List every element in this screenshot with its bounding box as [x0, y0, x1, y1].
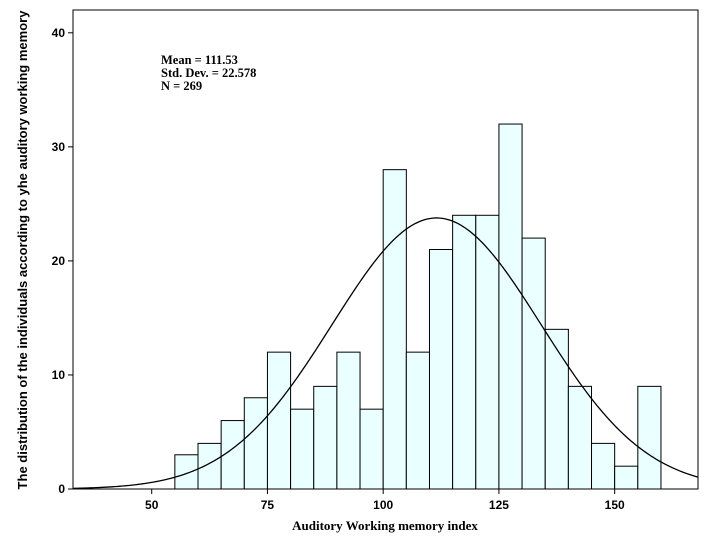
histogram-bar — [637, 385, 662, 490]
x-tick-label: 150 — [605, 498, 625, 512]
x-tick-label: 50 — [145, 498, 159, 512]
histogram-bar — [544, 328, 569, 490]
y-axis: 0 10 20 30 40 — [52, 26, 73, 496]
y-tick-label: 20 — [52, 254, 66, 268]
histogram-bar — [382, 169, 407, 490]
histogram-bar — [567, 385, 593, 490]
y-tick-label: 30 — [52, 140, 66, 154]
y-tick-label: 10 — [52, 368, 66, 382]
stat-mean: Mean = 111.53 — [161, 53, 238, 67]
histogram-bar — [591, 442, 616, 490]
y-tick-label: 40 — [52, 26, 66, 40]
histogram-bars — [174, 123, 662, 490]
histogram-bar — [521, 237, 546, 490]
histogram-bar — [290, 408, 315, 490]
x-tick-label: 75 — [261, 498, 275, 512]
histogram-bar — [428, 249, 454, 490]
histogram-bar — [336, 351, 361, 490]
histogram-bar — [498, 123, 523, 490]
histogram-bar — [405, 351, 430, 490]
histogram-bar — [475, 214, 500, 490]
histogram-bar — [266, 351, 292, 490]
stat-std-dev: Std. Dev. = 22.578 — [161, 66, 256, 80]
y-tick-label: 0 — [58, 482, 65, 496]
y-axis-label: The distribution of the individuals acco… — [15, 10, 30, 490]
stat-n: N = 269 — [161, 79, 202, 93]
normal-curve — [72, 217, 699, 490]
x-tick-label: 100 — [373, 498, 393, 512]
x-axis: 50 75 100 125 150 — [145, 489, 625, 512]
histogram-bar — [359, 408, 384, 490]
histogram-bar — [313, 385, 338, 490]
histogram-bar — [174, 454, 199, 490]
histogram-bar — [614, 465, 639, 490]
histogram-bar — [197, 442, 222, 490]
x-axis-label: Auditory Working memory index — [292, 518, 478, 533]
x-tick-label: 125 — [489, 498, 509, 512]
histogram-bar — [452, 214, 477, 490]
histogram-bar — [243, 397, 268, 490]
